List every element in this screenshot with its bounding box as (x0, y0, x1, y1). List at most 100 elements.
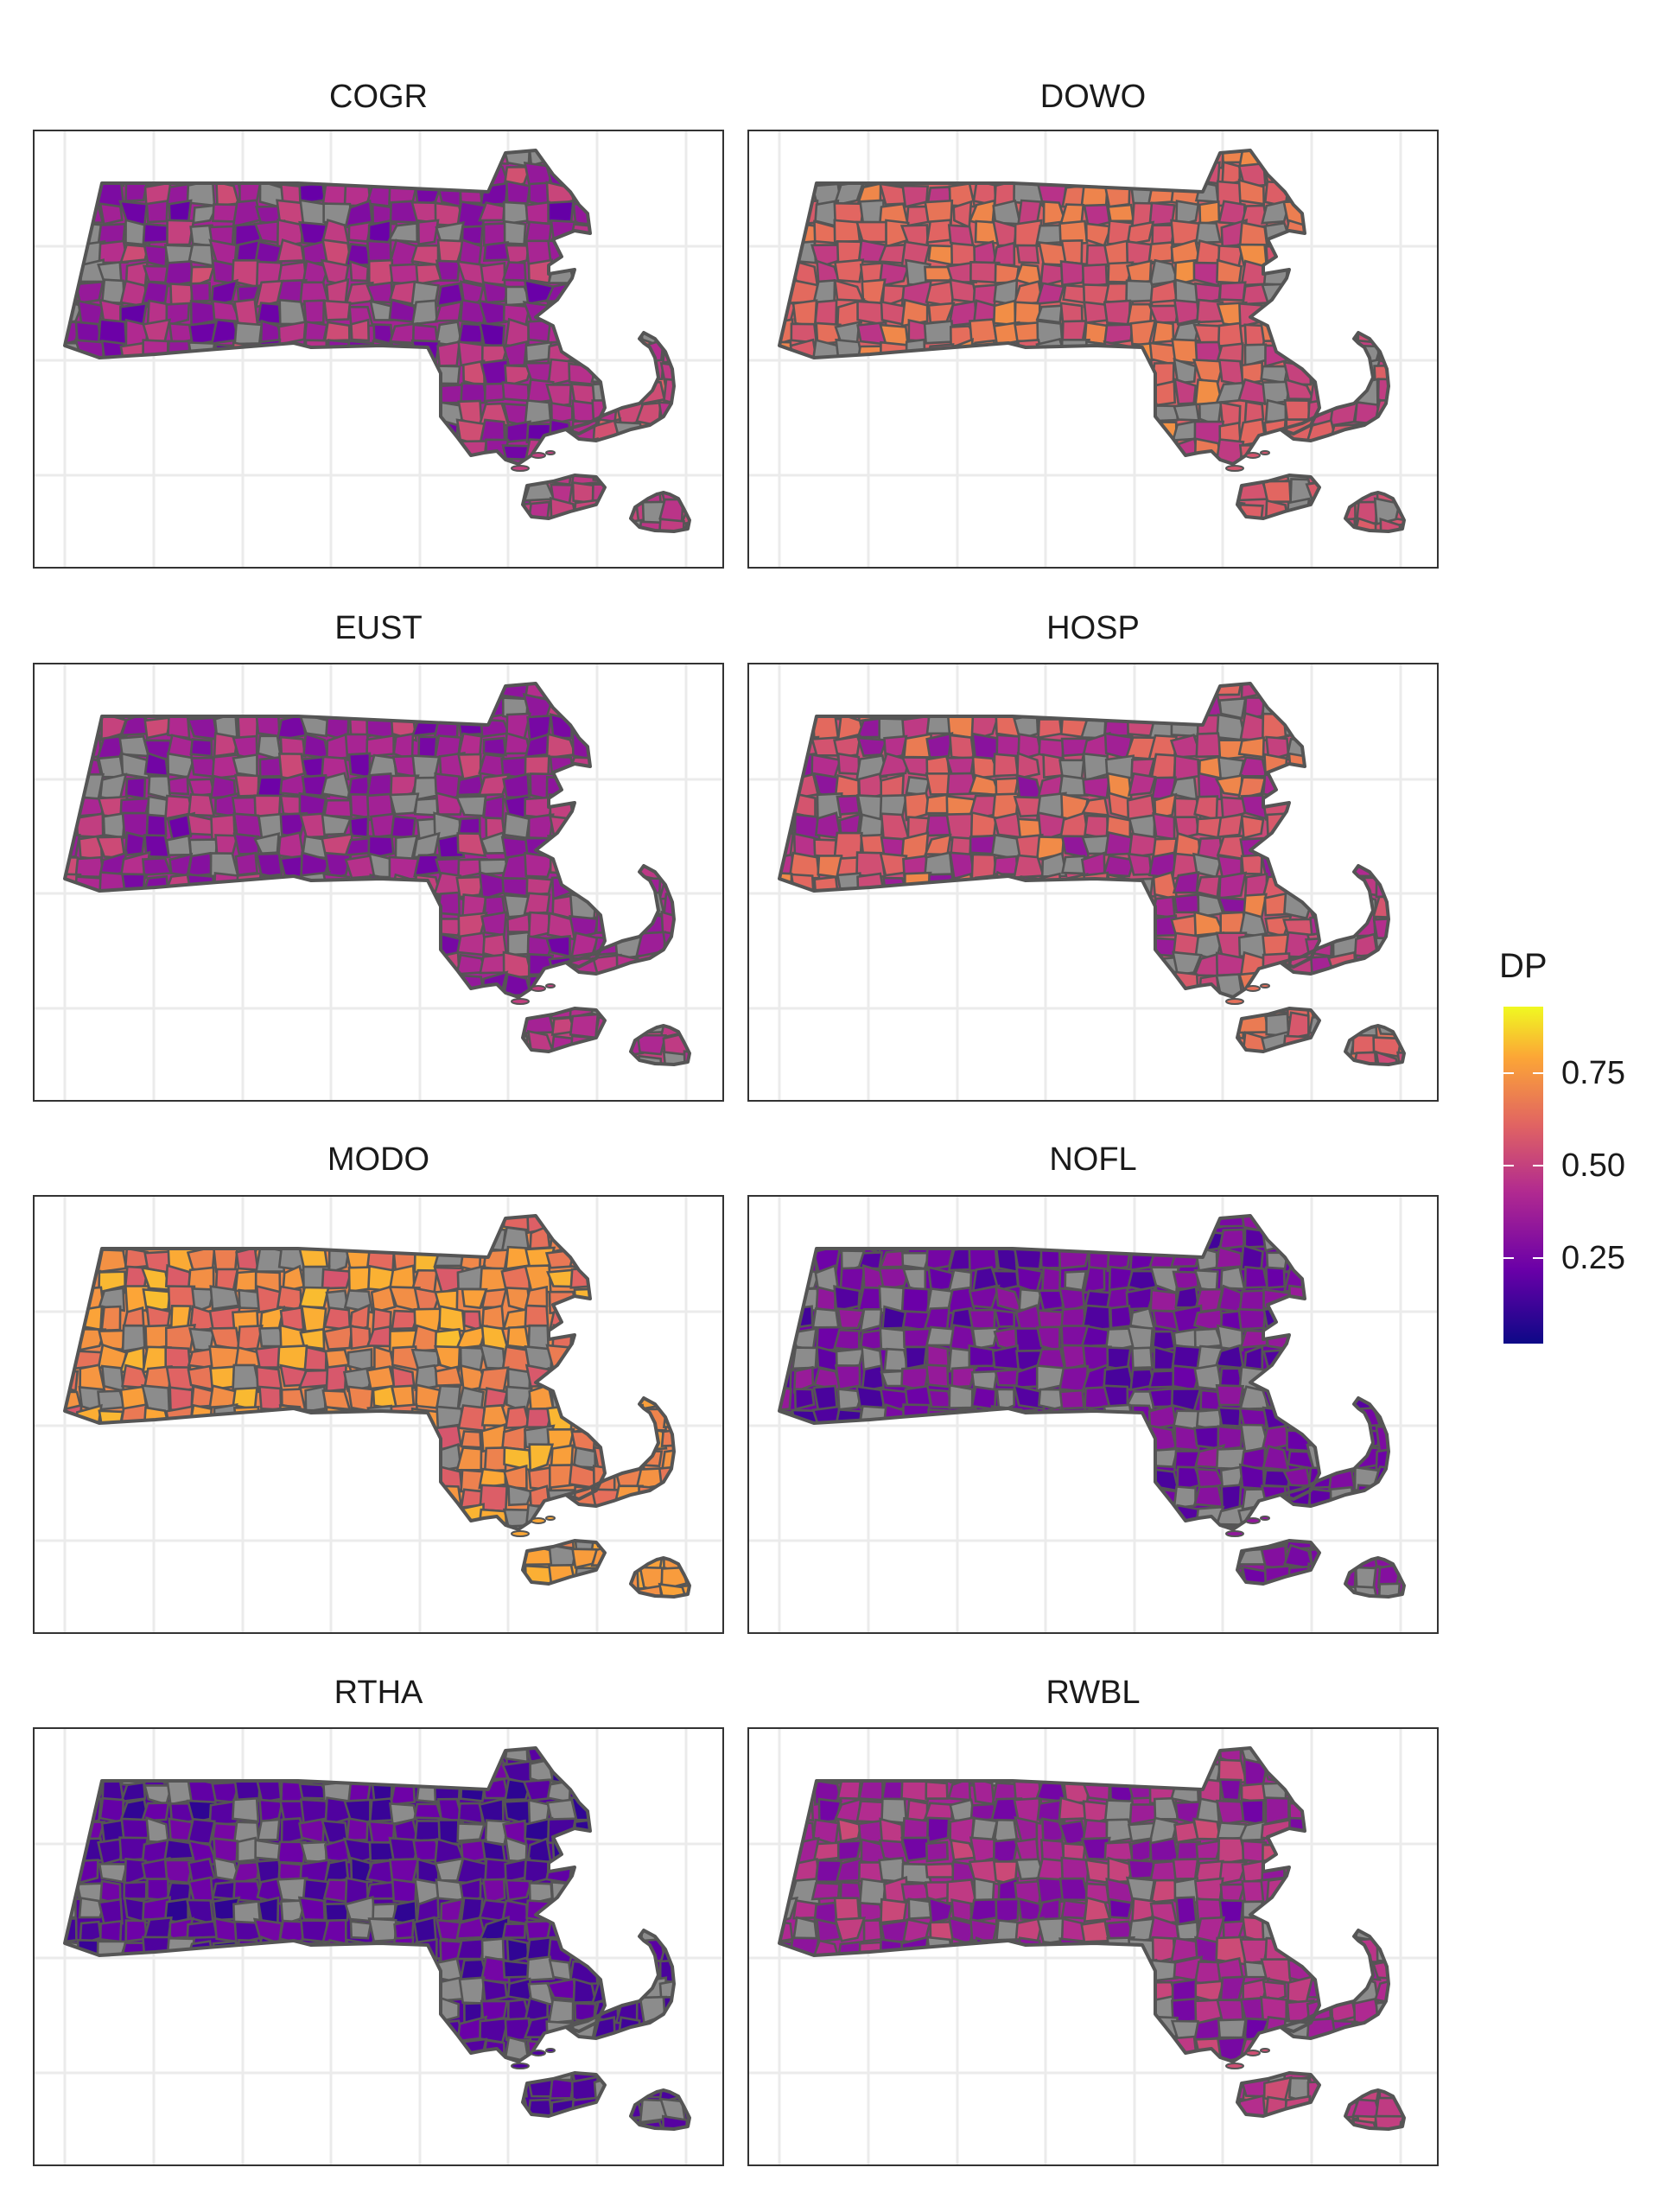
town-polygon (1059, 1445, 1090, 1467)
town-polygon (232, 1995, 261, 2025)
town-polygon (1150, 692, 1176, 722)
town-polygon (213, 1837, 239, 1866)
town-polygon (1217, 871, 1248, 900)
town-polygon (994, 1996, 1023, 2024)
town-polygon (779, 1975, 797, 2002)
town-polygon (167, 150, 191, 169)
town-polygon (1147, 1545, 1177, 1569)
town-polygon (970, 1428, 1000, 1449)
town-polygon (779, 995, 797, 1017)
town-polygon (234, 851, 259, 877)
town-polygon (186, 1919, 219, 1940)
town-polygon (779, 772, 794, 797)
town-polygon (232, 519, 262, 531)
town-polygon (74, 976, 105, 1001)
town-polygon (65, 1465, 81, 1492)
town-polygon (98, 1466, 128, 1491)
town-polygon (1103, 162, 1135, 189)
town-polygon (1372, 1879, 1403, 1904)
town-polygon (1243, 1758, 1269, 1787)
town-polygon (143, 716, 172, 740)
town-polygon (1127, 772, 1157, 797)
town-polygon (779, 950, 797, 976)
town-polygon (856, 300, 886, 327)
town-polygon (661, 2037, 690, 2060)
town-polygon (901, 1503, 930, 1531)
town-polygon (143, 834, 171, 859)
town-polygon (1352, 1229, 1381, 1254)
town-polygon (100, 1364, 125, 1393)
town-polygons (779, 683, 1404, 1065)
town-polygon (1355, 1522, 1376, 1553)
town-polygon (278, 298, 308, 326)
town-polygon (619, 1446, 645, 1470)
town-polygon (994, 914, 1021, 939)
town-polygon (658, 318, 688, 348)
town-polygon (281, 1468, 305, 1491)
town-polygon (616, 1975, 645, 2005)
town-polygon (995, 383, 1023, 406)
town-polygon (1217, 896, 1248, 914)
town-polygon (389, 2037, 418, 2065)
town-polygon (1287, 1224, 1315, 1252)
state-outline (521, 1539, 607, 1586)
town-polygon (1106, 1465, 1130, 1492)
town-polygon (320, 1582, 347, 1597)
town-polygon (1354, 1566, 1377, 1590)
town-polygon (834, 1507, 863, 1533)
town-polygon (1263, 1053, 1290, 1065)
town-polygon (79, 1230, 104, 1253)
town-polygon (1150, 753, 1177, 780)
town-polygon (168, 930, 196, 955)
town-polygon (1193, 2095, 1224, 2120)
town-polygon (613, 1938, 644, 1965)
town-polygon (1064, 1465, 1090, 1492)
town-polygon (1287, 975, 1314, 1000)
town-polygon (862, 956, 883, 981)
town-polygon (79, 1544, 103, 1568)
town-polygon (231, 400, 262, 423)
town-polygon (1172, 871, 1200, 894)
town-polygon (926, 1955, 952, 1982)
town-polygon (1287, 1384, 1314, 1412)
town-polygon (96, 952, 126, 980)
town-polygon (907, 1427, 929, 1453)
town-polygon (1355, 1290, 1381, 1313)
town-polygon (1057, 2058, 1089, 2082)
town-polygon (905, 498, 927, 522)
town-polygon (1016, 2057, 1045, 2079)
town-polygon (658, 992, 684, 1020)
town-polygon (1128, 1803, 1157, 1826)
map-panel-rtha (33, 1727, 724, 2166)
town-polygon (435, 460, 464, 486)
town-polygon (1375, 1748, 1403, 1765)
town-polygon (1283, 891, 1314, 920)
town-polygon (947, 162, 978, 186)
map-svg (749, 1197, 1437, 1632)
town-polygon (302, 1034, 329, 1054)
town-polygon (949, 278, 979, 304)
town-polygon (168, 1582, 192, 1597)
town-polygon (900, 1287, 931, 1314)
town-polygon (858, 422, 889, 445)
town-polygon (1379, 1796, 1399, 1823)
elizabeth-islands (1260, 450, 1270, 455)
town-polygon (1243, 1265, 1269, 1289)
town-polygon (833, 1285, 861, 1313)
town-polygon (926, 683, 952, 702)
town-polygon (232, 1959, 264, 1986)
town-polygon (391, 1504, 417, 1529)
town-polygon (1059, 1547, 1089, 1572)
town-polygon (1287, 2120, 1314, 2129)
town-polygon (188, 363, 216, 385)
town-polygon (1127, 1505, 1155, 1534)
town-polygon (435, 259, 461, 283)
town-polygon (1327, 1344, 1355, 1370)
town-polygon (618, 1502, 642, 1532)
town-polygon (142, 1425, 172, 1451)
town-polygon (992, 1484, 1018, 1510)
town-polygon (1108, 1897, 1134, 1920)
town-polygon (992, 479, 1023, 502)
town-polygon (124, 1247, 149, 1270)
town-polygon (147, 2059, 171, 2082)
